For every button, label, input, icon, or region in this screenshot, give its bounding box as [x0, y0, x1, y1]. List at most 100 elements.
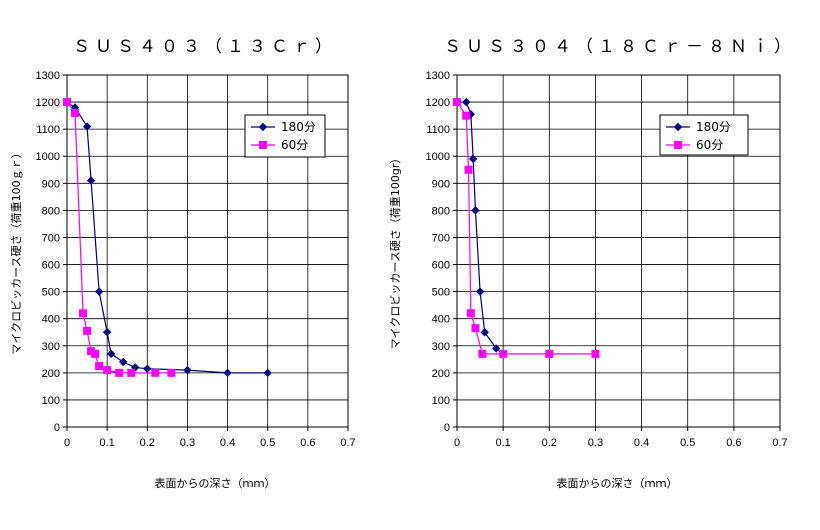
legend-label: 180分 [281, 120, 316, 134]
y-tick-label: 800 [432, 205, 450, 217]
data-point [118, 357, 128, 367]
data-point [103, 366, 112, 375]
data-point [183, 365, 192, 375]
y-tick-label: 1100 [426, 124, 450, 136]
x-tick-label: 0.7 [772, 437, 787, 449]
y-tick-label: 1100 [36, 124, 60, 136]
data-point [71, 108, 80, 117]
legend-marker [258, 122, 268, 132]
data-point [471, 206, 480, 215]
y-axis-label: マイクロビッカース硬さ（荷重100gr） [388, 153, 402, 350]
data-point [263, 368, 272, 378]
data-point [545, 349, 554, 358]
x-tick-label: 0.2 [140, 437, 155, 449]
y-tick-label: 900 [432, 178, 450, 190]
legend-marker [674, 141, 682, 149]
series-60min [453, 98, 600, 358]
data-point [492, 344, 501, 353]
data-point [471, 324, 480, 333]
y-tick-label: 300 [432, 341, 450, 353]
x-tick-label: 0.5 [260, 437, 275, 449]
data-point [83, 326, 92, 335]
data-point [151, 368, 160, 377]
x-axis-label: 表面からの深さ（ｍｍ） [557, 476, 678, 490]
series-line [457, 101, 504, 355]
data-point [115, 368, 124, 377]
legend: 180分 60分 [244, 114, 326, 158]
data-point [464, 165, 473, 174]
y-tick-label: 1000 [36, 151, 60, 163]
plot-frame [66, 74, 349, 428]
data-point [453, 98, 461, 107]
y-tick-label: 700 [432, 232, 450, 244]
x-tick-label: 0.5 [680, 437, 695, 449]
data-point [127, 368, 136, 377]
y-tick-label: 400 [432, 314, 450, 326]
data-point [82, 122, 92, 131]
x-tick-label: 0 [64, 437, 70, 449]
y-tick-label: 700 [42, 232, 60, 244]
data-point [79, 309, 88, 318]
legend: 180分 60分 [659, 114, 749, 156]
y-tick-label: 0 [444, 422, 450, 434]
legend-box [244, 114, 326, 158]
y-tick-label: 600 [42, 260, 60, 272]
chart-title: ＳＵＳ４０３（１３Ｃｒ） [73, 37, 337, 57]
legend-label: 180分 [696, 120, 731, 134]
y-axis-label: マイクロビッカース硬さ（荷重100ｇｒ） [9, 147, 23, 354]
series-line [66, 101, 172, 374]
legend-label: 60分 [696, 138, 723, 152]
data-point [91, 349, 100, 358]
data-point [462, 97, 471, 107]
x-tick-label: 0.1 [495, 437, 510, 449]
data-point [102, 328, 112, 337]
y-tick-label: 1200 [426, 97, 450, 109]
x-tick-label: 0.3 [588, 437, 603, 449]
x-tick-label: 0.4 [220, 437, 235, 449]
data-point [468, 154, 478, 164]
y-tick-label: 100 [42, 395, 60, 407]
data-point [480, 328, 489, 337]
data-point [63, 98, 71, 107]
y-tick-label: 1200 [36, 97, 60, 109]
x-tick-label: 0 [454, 437, 460, 449]
y-tick-label: 0 [54, 422, 60, 434]
legend-marker [673, 122, 683, 132]
data-point [95, 362, 104, 371]
y-tick-label: 200 [42, 368, 60, 380]
chart-1: ＳＵＳ４０３（１３Ｃｒ） 0 100 200 300 400 500 600 700 800 900… [9, 37, 356, 490]
legend-marker [259, 141, 267, 149]
data-point [475, 287, 485, 296]
y-tick-label: 600 [432, 260, 450, 272]
x-tick-label: 0.2 [542, 437, 557, 449]
x-axis-label: 表面からの深さ（ｍｍ） [155, 476, 276, 490]
y-tick-label: 100 [432, 395, 450, 407]
y-tick-label: 300 [42, 341, 60, 353]
data-point [462, 111, 471, 120]
x-tick-label: 0.3 [180, 437, 195, 449]
y-tick-label: 900 [42, 178, 60, 190]
y-tick-label: 500 [432, 287, 450, 299]
data-point [94, 287, 104, 296]
y-tick-label: 500 [42, 287, 60, 299]
chart-title: ＳＵＳ３０４（１８Ｃｒ－８Ｎｉ） [444, 37, 796, 57]
y-tick-label: 800 [42, 205, 60, 217]
data-point [466, 309, 475, 318]
y-tick-label: 1000 [426, 151, 450, 163]
chart-2: ＳＵＳ３０４（１８Ｃｒ－８Ｎｉ） 0 100 200 300 400 500 600 700 80… [388, 37, 796, 490]
series-line [456, 101, 596, 355]
x-tick-label: 0.4 [634, 437, 649, 449]
data-point [591, 349, 600, 358]
data-point [167, 368, 176, 377]
series-60min [63, 98, 176, 377]
x-tick-label: 0.6 [300, 437, 315, 449]
data-point [86, 176, 96, 185]
y-tick-label: 1300 [426, 70, 450, 82]
data-point [143, 364, 152, 373]
x-tick-label: 0.1 [99, 437, 114, 449]
x-tick-label: 0.7 [340, 437, 355, 449]
x-tick-label: 0.6 [726, 437, 741, 449]
data-point [223, 368, 232, 378]
data-point [478, 349, 487, 358]
